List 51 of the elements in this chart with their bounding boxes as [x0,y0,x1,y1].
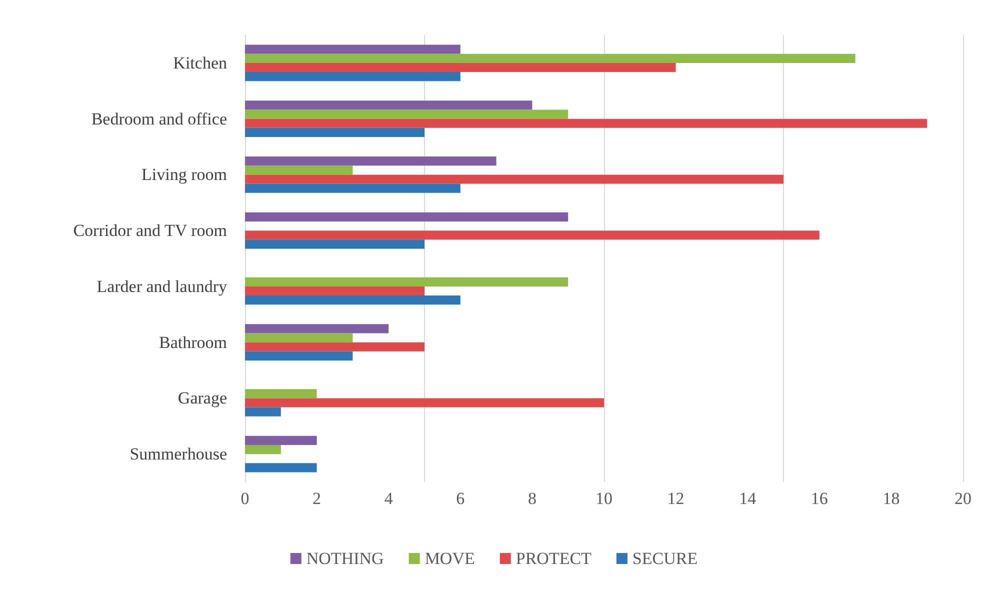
legend-label: NOTHING [306,549,384,568]
bar [245,174,784,184]
bar [245,110,568,119]
bar [245,118,928,128]
bar [245,333,353,342]
y-tick-label: Bathroom [159,332,227,352]
bar [245,44,460,54]
x-tick-label: 12 [667,489,684,508]
y-tick-label: Living room [142,165,227,184]
bar [245,156,496,166]
bar [245,351,353,360]
y-tick-label: Kitchen [173,53,228,72]
bar [245,240,424,249]
bar [245,407,281,416]
x-tick-label: 2 [312,489,322,508]
bar [245,128,424,137]
bar [245,389,317,398]
bar [245,286,424,296]
bar [245,100,532,110]
x-tick-label: 0 [240,489,250,508]
bar [245,72,460,82]
y-tick-label: Bedroom and office [91,109,227,128]
y-tick-label: Garage [178,388,227,408]
bar [245,184,460,193]
bar [245,230,820,240]
y-tick-label: Larder and laundry [96,276,228,296]
x-tick-label: 14 [739,489,757,508]
bar [245,277,568,286]
x-tick-label: 18 [882,489,900,508]
bar [245,54,856,63]
x-tick-label: 16 [810,489,828,508]
bar [245,436,317,445]
legend-label: MOVE [424,549,475,568]
y-tick-label: Corridor and TV room [73,221,227,240]
bar [245,296,460,305]
legend-label: PROTECT [516,549,592,568]
x-tick-label: 6 [456,489,465,508]
bar [245,342,424,352]
x-tick-label: 4 [384,489,394,508]
bar [245,444,281,454]
bar [245,324,389,334]
legend-label: SECURE [632,549,698,568]
bar [245,463,317,472]
x-tick-label: 10 [596,489,612,508]
bar [245,166,353,175]
y-tick-label: Summerhouse [130,444,227,464]
bar [245,62,676,72]
bar [245,398,604,408]
bar [245,212,568,222]
x-tick-label: 8 [528,489,536,508]
x-tick-label: 20 [954,489,972,508]
